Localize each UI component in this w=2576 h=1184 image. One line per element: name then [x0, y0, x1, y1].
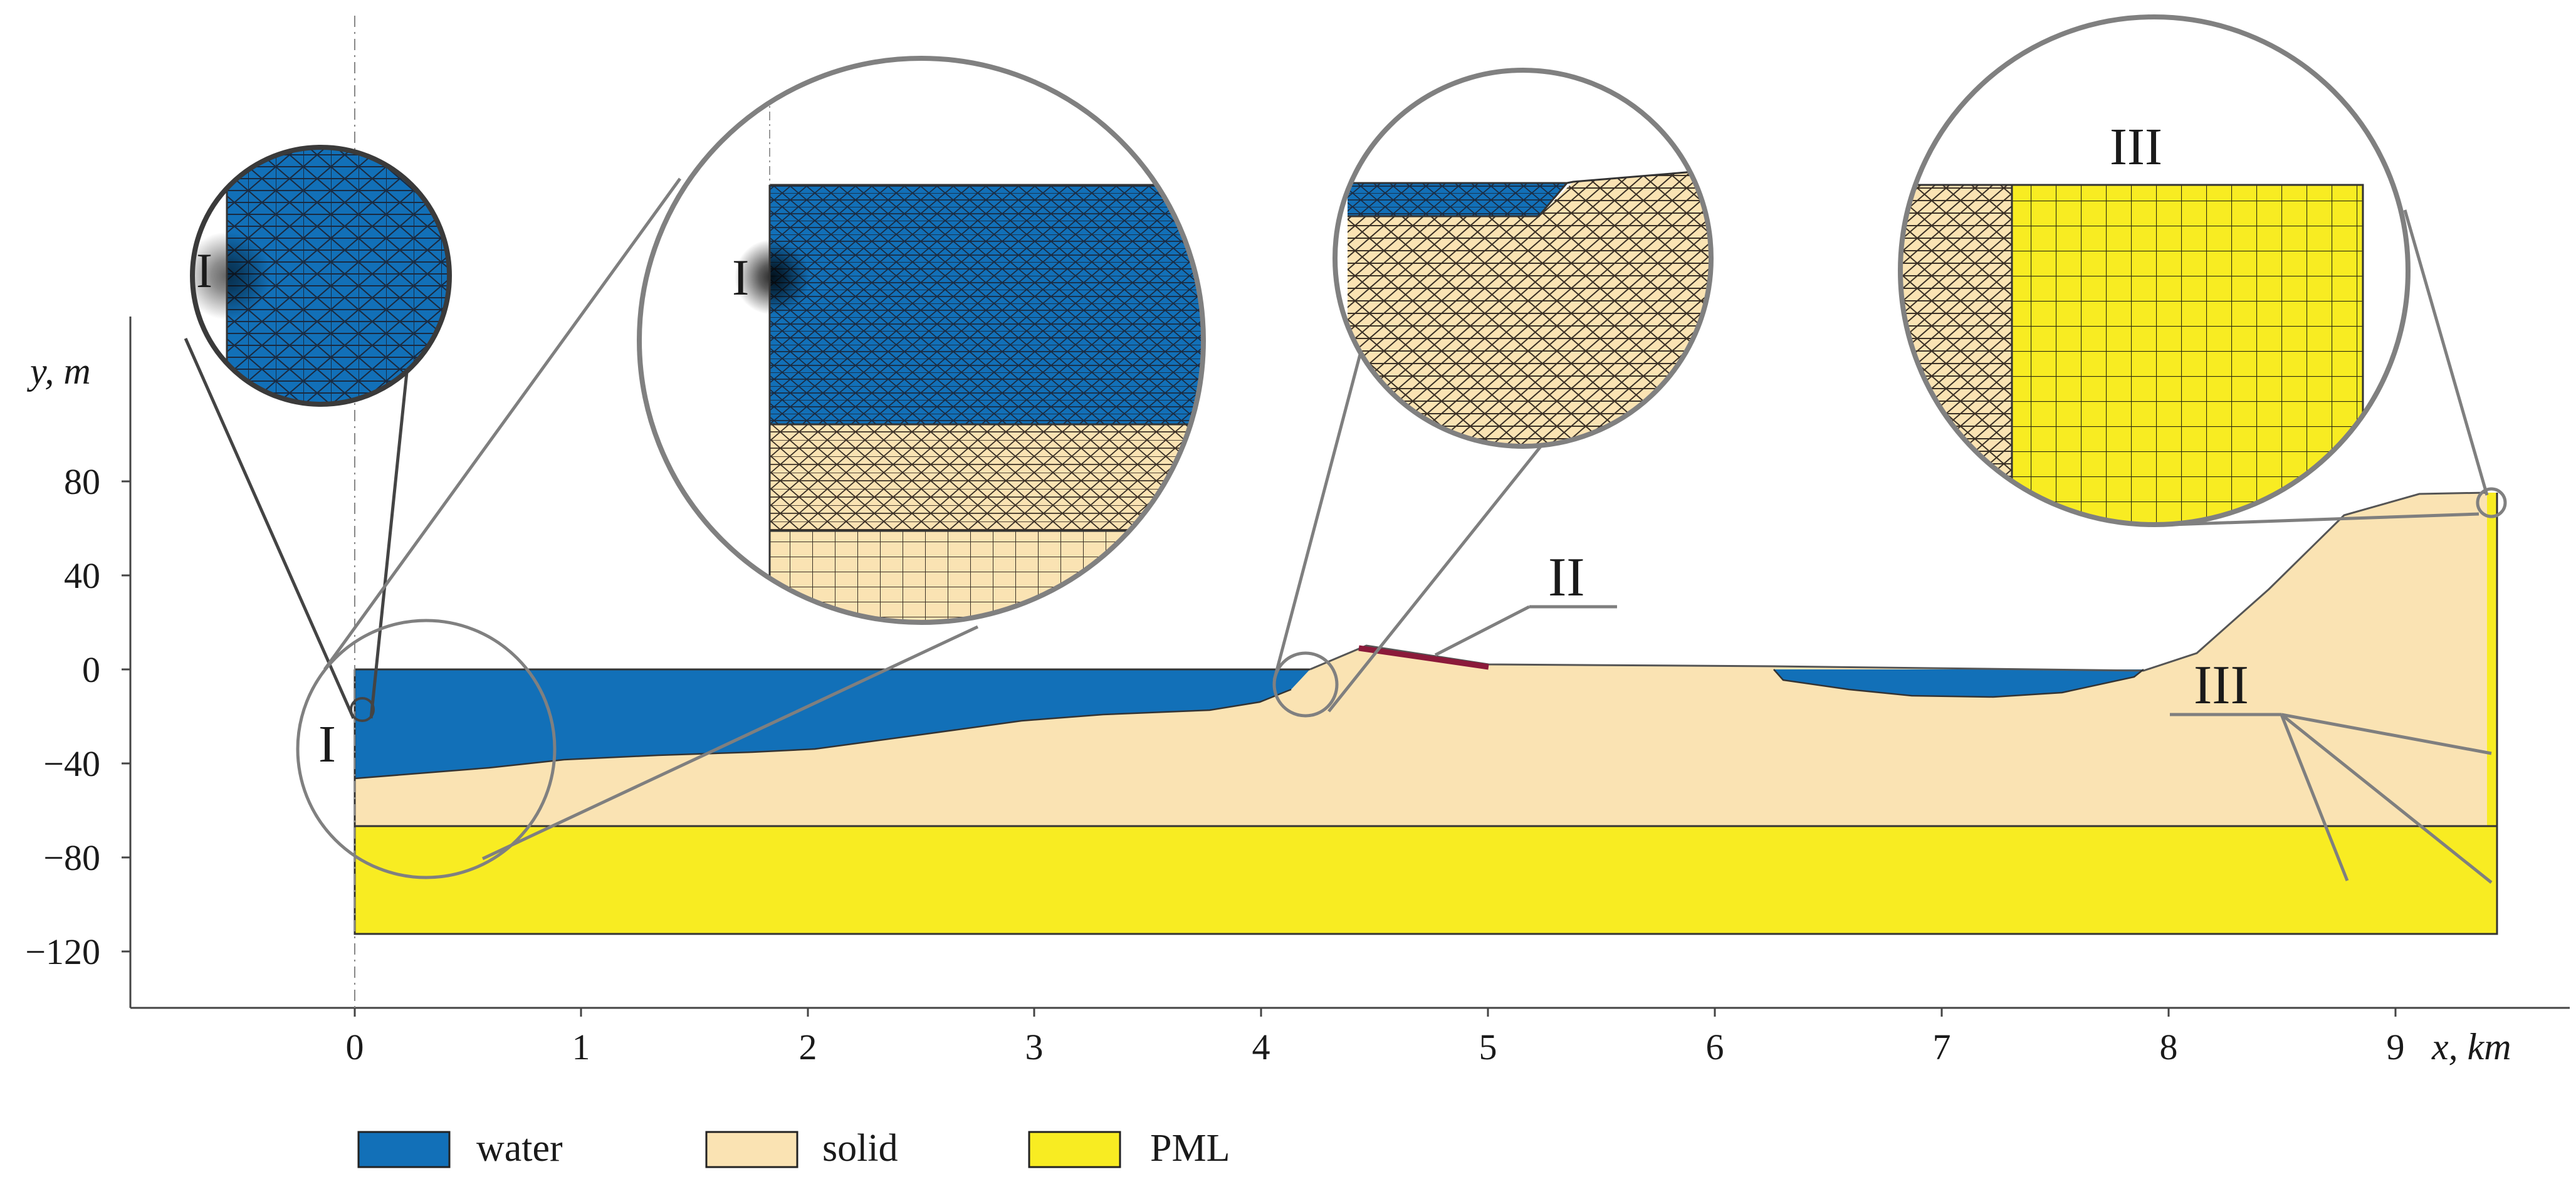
y-tick-label-minus40: −40	[43, 743, 100, 784]
legend-swatch-pml	[1028, 1131, 1121, 1168]
x-tick-label-7: 7	[1933, 1027, 1951, 1067]
x-ticks: 0 1 2 3 4 5 6 7 8 9	[346, 1008, 2405, 1067]
zoom-zone1-small: I	[190, 145, 452, 407]
zoom-zone1-large-label: I	[732, 249, 749, 306]
water-outline	[354, 688, 1292, 780]
x-tick-label-8: 8	[2160, 1027, 2178, 1067]
water-body-left	[355, 669, 1310, 778]
y-tick-label-minus80: −80	[43, 837, 100, 878]
axes: 80 40 0 −40 −80 −120 0 1 2 3 4 5 6 7	[25, 16, 2570, 1067]
x-tick-label-1: 1	[572, 1027, 590, 1067]
callout-marker-zone2	[1272, 651, 1339, 718]
region-label-zone2: II	[1548, 547, 1585, 608]
legend: water solid PML	[357, 1127, 1230, 1170]
x-tick-label-0: 0	[346, 1027, 364, 1067]
y-tick-label-minus120: −120	[25, 931, 100, 972]
callout-line-zone1-small-a	[184, 337, 355, 720]
receiver-line	[1358, 645, 1489, 670]
leader-zone3-b	[2280, 714, 2349, 881]
legend-label-water: water	[476, 1127, 563, 1170]
callout-line-zone1-large-a	[323, 177, 682, 671]
x-tick-label-5: 5	[1479, 1027, 1497, 1067]
callout-line-zone3-b	[2153, 512, 2479, 527]
leader-zone3-c	[2280, 713, 2493, 884]
region-label-zone3: III	[2194, 655, 2249, 716]
x-axis-title: x, km	[2431, 1026, 2511, 1067]
x-tick-label-4: 4	[1252, 1027, 1270, 1067]
x-tick-label-3: 3	[1025, 1027, 1044, 1067]
legend-swatch-solid	[705, 1131, 798, 1168]
x-tick-label-9: 9	[2387, 1027, 2405, 1067]
legend-label-solid: solid	[822, 1127, 898, 1170]
main-domain	[353, 491, 2498, 935]
callout-marker-zone3	[2476, 487, 2507, 518]
domain-surface-line	[1309, 491, 2488, 672]
zoom-zone1-small-label: I	[196, 243, 212, 298]
zoom-zone3: III	[1898, 14, 2411, 527]
y-ticks: 80 40 0 −40 −80 −120	[25, 461, 130, 972]
water-body-right	[1774, 669, 2144, 697]
domain-outline	[353, 493, 2498, 935]
zoom-zone1-large: I	[637, 56, 1206, 625]
callout-line-zone3-a	[2403, 209, 2489, 496]
legend-swatch-water	[357, 1131, 451, 1168]
callout-marker-zone1-large	[296, 619, 557, 879]
leader-zone2	[1434, 605, 1531, 657]
zoom-zone3-label: III	[2110, 118, 2162, 176]
pml-right-strip	[2487, 493, 2497, 826]
callout-line-zone1-large-b	[481, 625, 979, 861]
water-outline-right	[1773, 669, 2144, 698]
region-label-zone1: I	[318, 715, 336, 773]
x-tick-label-6: 6	[1706, 1027, 1724, 1067]
x-tick-label-2: 2	[799, 1027, 817, 1067]
y-tick-label-0: 0	[82, 649, 100, 690]
zoom-zone2	[1333, 68, 1714, 449]
y-axis-title: y, m	[26, 350, 91, 392]
y-tick-label-80: 80	[64, 461, 100, 502]
leader-zone3-a	[2281, 713, 2492, 755]
y-tick-label-40: 40	[64, 555, 100, 596]
legend-label-pml: PML	[1150, 1127, 1230, 1170]
pml-layer	[355, 826, 2497, 934]
callout-line-zone2-a	[1272, 301, 1376, 681]
